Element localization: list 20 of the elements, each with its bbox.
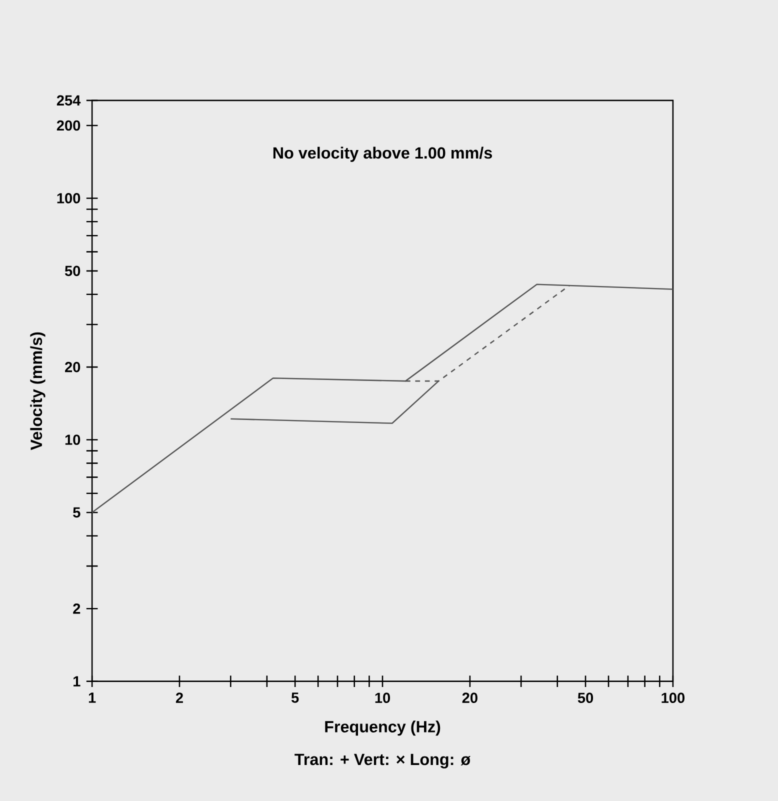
x-tick-label: 1 — [88, 692, 96, 703]
y-tick-label: 254 — [56, 95, 81, 106]
x-tick-label: 5 — [292, 692, 299, 703]
y-tick-label: 2 — [73, 604, 80, 614]
y-tick-label: 100 — [57, 193, 80, 204]
text: Tran: + Vert: × Long: ø — [294, 754, 471, 768]
x-tick-label: 2 — [176, 692, 183, 703]
annotation: No velocity above 1.00 mm/s — [273, 146, 492, 162]
x-tick-label: 50 — [578, 692, 594, 703]
y-tick-label: 5 — [73, 507, 80, 518]
y-axis-title: Velocity (mm/s) — [30, 332, 46, 450]
x-tick-label: 100 — [662, 692, 685, 703]
x-tick-label: 20 — [462, 692, 478, 703]
y-tick-label: 200 — [56, 120, 80, 131]
x-tick-label: 10 — [375, 692, 390, 703]
y-tick-label: 10 — [65, 434, 80, 445]
y-tick-label: 50 — [64, 266, 80, 276]
x-axis-title: Frequency (Hz) — [325, 720, 440, 736]
y-tick-label: 1 — [74, 676, 80, 686]
y-tick-label: 20 — [65, 362, 80, 372]
